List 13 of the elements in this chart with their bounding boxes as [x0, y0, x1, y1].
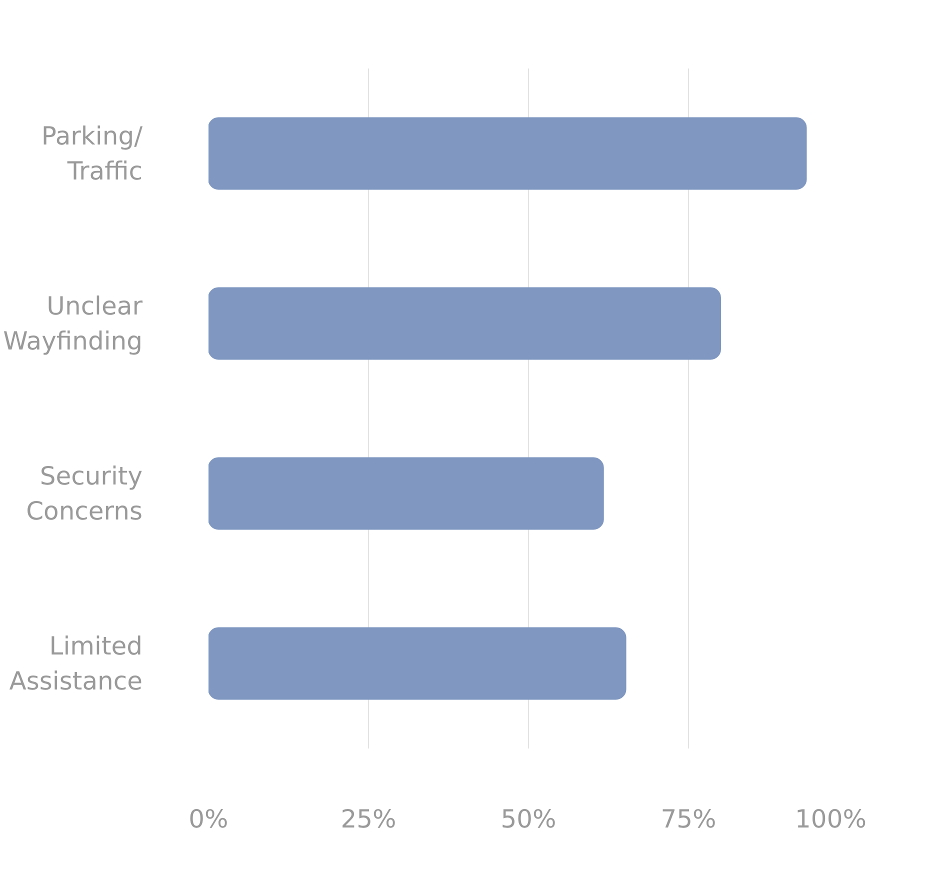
y-tick-label: Limited Assistance [9, 632, 143, 696]
x-tick-label: 50% [500, 804, 556, 834]
x-tick-label: 25% [340, 804, 396, 834]
x-tick-label: 100% [795, 804, 867, 834]
y-tick-label: Unclear Wayfinding [3, 292, 144, 356]
bar [208, 457, 604, 530]
x-tick-label: 0% [188, 804, 228, 834]
bar [208, 627, 626, 700]
bar [208, 287, 721, 360]
x-tick-label: 75% [660, 804, 716, 834]
y-tick-label: Parking/ Traffic [41, 122, 144, 186]
y-tick-label: Security Concerns [26, 462, 143, 526]
bar [208, 117, 807, 190]
